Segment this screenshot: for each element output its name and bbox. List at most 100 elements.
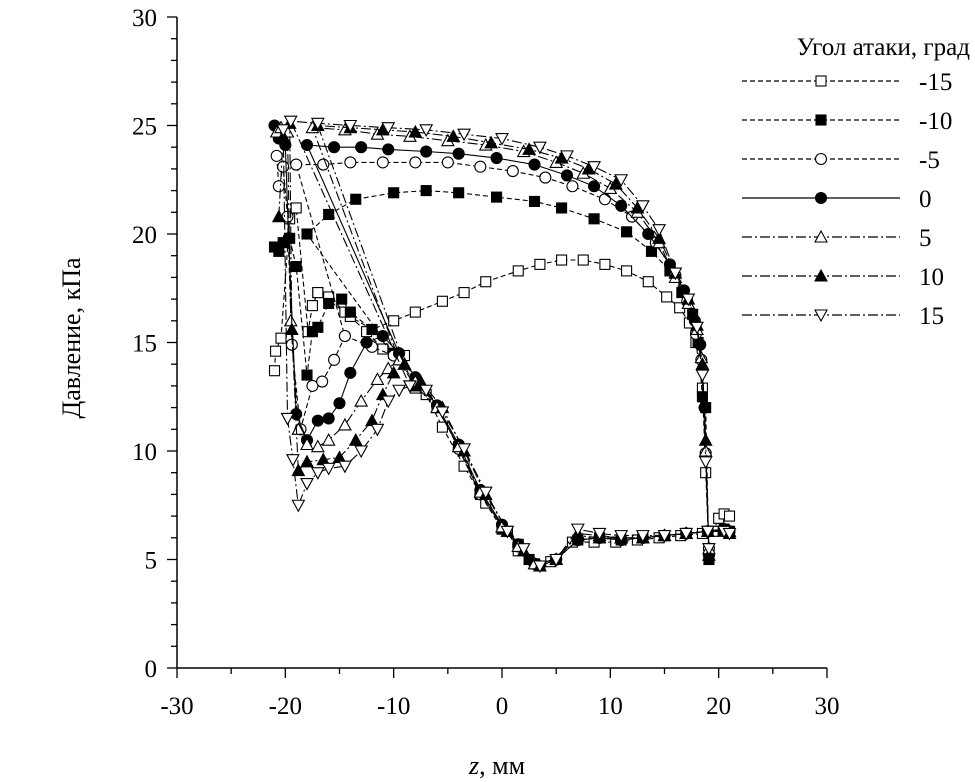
y-tick-label: 25 — [132, 114, 157, 141]
data-point — [532, 141, 547, 155]
legend-label: 5 — [919, 225, 932, 252]
data-point — [392, 384, 407, 398]
data-point — [556, 202, 568, 214]
data-point — [388, 187, 400, 199]
data-point — [599, 258, 611, 270]
legend-item--5: -5 — [742, 147, 940, 174]
data-point — [337, 460, 352, 474]
data-point — [528, 158, 541, 171]
data-point — [614, 174, 629, 187]
data-point — [337, 417, 352, 431]
data-point — [366, 323, 378, 336]
data-point — [598, 193, 611, 206]
data-point — [478, 486, 493, 500]
data-point — [491, 191, 503, 203]
data-point — [402, 380, 417, 394]
data-point — [615, 199, 628, 212]
data-point — [539, 171, 552, 184]
data-point — [577, 254, 589, 266]
data-point — [534, 258, 546, 270]
data-point — [608, 176, 623, 190]
data-point — [592, 527, 607, 541]
data-point — [474, 160, 487, 173]
data-point — [614, 530, 629, 543]
data-point — [300, 454, 314, 468]
y-tick-label: 30 — [132, 5, 157, 32]
data-point — [484, 135, 499, 149]
data-point — [275, 332, 287, 344]
data-point — [701, 543, 716, 556]
legend-label: -15 — [919, 69, 952, 96]
data-point — [560, 150, 574, 164]
data-point — [419, 124, 434, 137]
data-point — [668, 267, 683, 281]
data-point — [301, 228, 313, 240]
data-point — [354, 445, 369, 459]
data-point — [635, 530, 650, 543]
data-point — [556, 254, 568, 266]
data-point — [681, 293, 696, 307]
data-point — [420, 145, 433, 158]
data-point — [338, 329, 351, 343]
data-point — [382, 143, 395, 156]
series-line-upper — [273, 125, 710, 556]
data-point — [690, 321, 704, 335]
data-point — [420, 185, 432, 197]
legend-item-10: 10 — [742, 264, 944, 291]
data-point — [695, 357, 710, 370]
data-point — [661, 291, 673, 303]
data-point — [698, 456, 713, 469]
data-point — [441, 156, 454, 169]
y-axis: 0 5 10 15 20 25 30 — [132, 5, 178, 683]
data-point — [621, 226, 633, 238]
data-point — [370, 372, 385, 385]
series-0 — [268, 119, 736, 570]
data-point — [376, 329, 389, 343]
legend-marker — [814, 191, 828, 205]
data-point — [348, 433, 363, 446]
x-tick-label: 10 — [598, 693, 623, 720]
data-point — [270, 345, 282, 357]
data-point — [588, 213, 600, 225]
legend-marker — [814, 229, 828, 243]
legend-label: -10 — [919, 108, 952, 135]
data-point — [316, 375, 329, 388]
data-point — [642, 276, 654, 288]
y-tick-label: 20 — [132, 222, 157, 249]
y-tick-label: 15 — [132, 331, 157, 358]
legend-item-0: 0 — [742, 186, 932, 213]
data-point — [291, 463, 306, 477]
plot-area — [268, 115, 737, 574]
data-point — [270, 149, 283, 162]
data-point — [336, 293, 348, 305]
data-point — [435, 406, 450, 420]
data-point — [310, 439, 325, 453]
data-point — [480, 276, 492, 288]
data-point — [283, 115, 298, 129]
x-axis-label-variable: z — [468, 751, 479, 780]
legend-title: Угол атаки, град — [797, 34, 971, 61]
data-point — [436, 295, 448, 307]
data-point — [419, 384, 434, 398]
data-point — [381, 395, 396, 409]
data-point — [506, 165, 519, 178]
data-point — [495, 132, 509, 146]
data-point — [522, 142, 537, 155]
legend-label: -5 — [919, 147, 940, 174]
legend-label: 15 — [919, 303, 944, 330]
data-point — [291, 422, 306, 435]
y-tick-label: 10 — [132, 439, 157, 466]
data-point — [354, 393, 369, 407]
data-point — [642, 227, 655, 241]
data-point — [312, 321, 324, 333]
x-tick-label: -30 — [160, 693, 193, 720]
series-line-lower — [409, 385, 730, 567]
data-point — [376, 156, 389, 169]
data-point — [300, 138, 314, 152]
data-point — [328, 141, 341, 154]
data-point — [284, 322, 299, 336]
legend-marker — [815, 75, 827, 87]
data-point — [360, 336, 373, 349]
legend-item-5: 5 — [742, 225, 932, 252]
data-point — [700, 525, 715, 539]
